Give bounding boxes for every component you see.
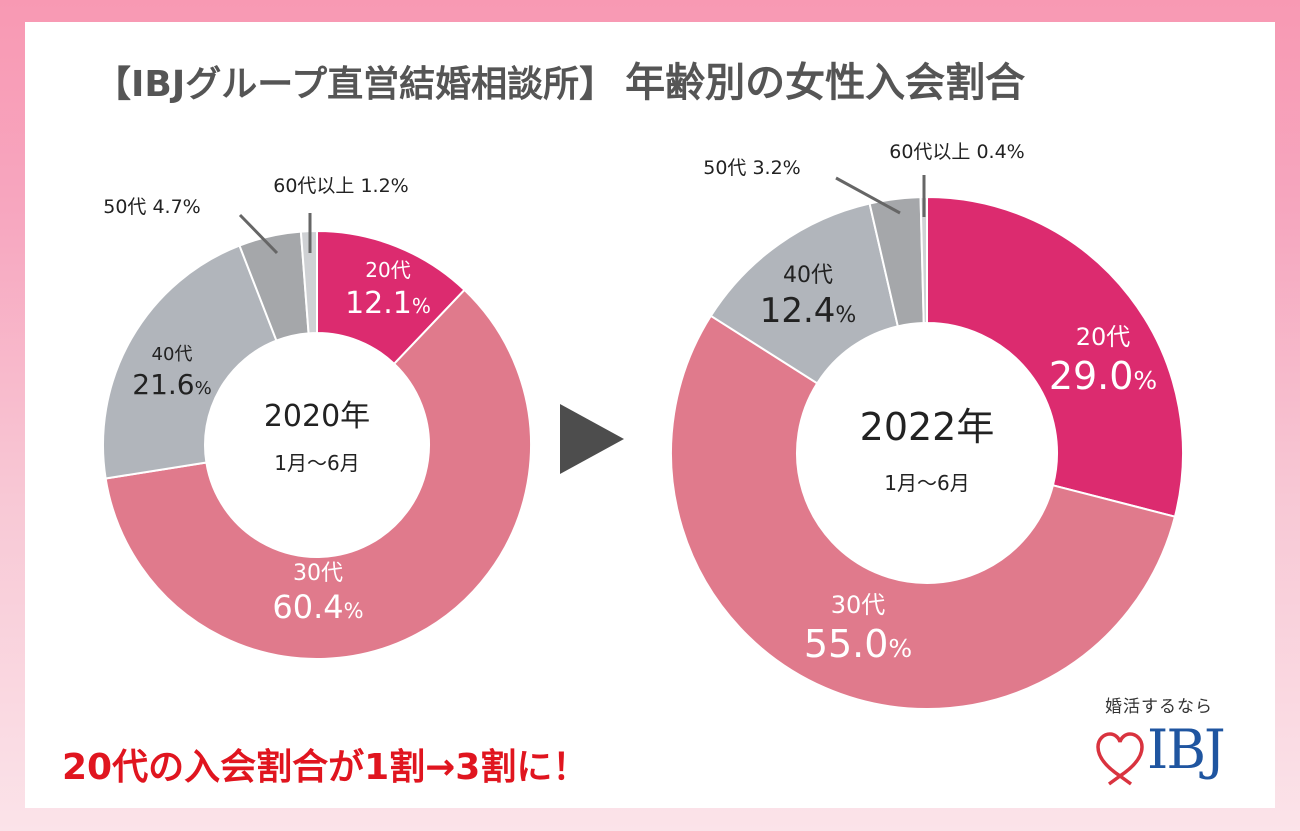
center-title: 2022年: [860, 405, 995, 449]
tagline: 20代の入会割合が1割→3割に！: [62, 747, 589, 788]
center-subtitle: 1月〜6月: [884, 471, 969, 495]
leader-line-age50: [835, 176, 901, 215]
category-label-age40: 40代: [152, 344, 193, 365]
slice-age30: [104, 288, 532, 660]
play-arrow-right-icon: [560, 404, 624, 474]
slice-age40: [102, 244, 278, 480]
page-title: 【IBJグループ直営結婚相談所】 年齢別の女性入会割合: [95, 50, 1195, 108]
logo-brand: IBJ: [1147, 718, 1226, 781]
logo-catchphrase: 婚活するなら: [1105, 697, 1213, 717]
heart-ribbon-icon: [1096, 732, 1144, 786]
center-title: 2020年: [264, 399, 370, 434]
data-label-age60: 60代以上 0.4%: [889, 141, 1025, 163]
slice-age20: [926, 195, 1184, 518]
title-prefix: 【IBJグループ直営結婚相談所】: [95, 64, 616, 105]
leader-line-age50: [238, 213, 279, 255]
ibj-logo: 婚活するなら IBJ: [1095, 690, 1255, 790]
category-label-age20: 20代: [365, 258, 410, 282]
slice-age60: [299, 229, 318, 335]
category-label-age30: 30代: [293, 561, 343, 586]
data-label-age50: 50代 3.2%: [703, 157, 801, 179]
slice-age30: [670, 314, 1177, 710]
data-label-age60: 60代以上 1.2%: [273, 175, 409, 197]
title-main: 年齢別の女性入会割合: [625, 60, 1026, 106]
center-subtitle: 1月〜6月: [274, 451, 359, 475]
category-label-age30: 30代: [831, 591, 886, 619]
category-label-age20: 20代: [1076, 323, 1131, 351]
data-label-age50: 50代 4.7%: [103, 196, 201, 218]
category-label-age40: 40代: [783, 263, 833, 288]
